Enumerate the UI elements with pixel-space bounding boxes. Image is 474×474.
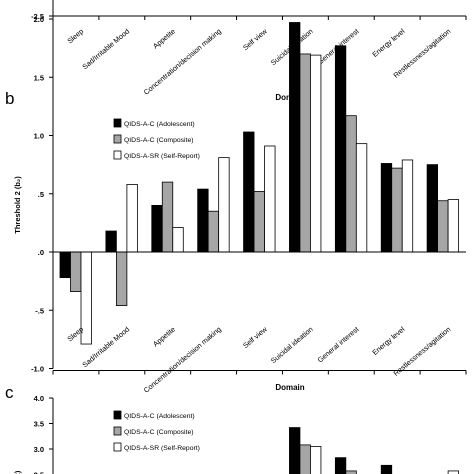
panel-b-category-label: Appetite bbox=[151, 325, 177, 349]
panel-c-bar bbox=[310, 446, 322, 474]
panel-b-y-tick-label: 2.0 bbox=[34, 15, 44, 24]
panel-b-bar bbox=[197, 188, 209, 253]
panel-b-bar bbox=[345, 115, 357, 253]
panel-c-bar bbox=[334, 457, 347, 474]
panel-c-bar bbox=[380, 464, 393, 474]
panel-c-legend-label: QIDS-A-C (Adolescent) bbox=[124, 413, 195, 420]
panel-b-y-tick-label: -.5 bbox=[35, 306, 44, 315]
panel-b-bar bbox=[264, 145, 276, 253]
panel-b-legend-swatch bbox=[113, 150, 122, 160]
panel-b-bar bbox=[289, 22, 301, 253]
panel-b-bar bbox=[334, 45, 347, 253]
panel-c-y-tick-label: 2.5 bbox=[34, 471, 44, 474]
panel-b-y-tick-label: 1.0 bbox=[34, 132, 44, 141]
panel-b-x-axis-title: Domain bbox=[275, 383, 304, 392]
panel-b-bar bbox=[401, 159, 414, 253]
panel-c-bar bbox=[447, 470, 460, 474]
panel-c-bar bbox=[299, 444, 311, 474]
panel-a-category-label: Sad/Irritable Mood bbox=[80, 27, 131, 72]
panel-c-y-tick-label: 3.5 bbox=[34, 420, 44, 429]
panel-b-bar bbox=[161, 181, 174, 253]
panel-a-category-label: Self view bbox=[241, 26, 269, 52]
panel-c-bar bbox=[345, 470, 357, 474]
panel-c-legend-swatch bbox=[113, 410, 122, 420]
panel-c-legend-label: QIDS-A-C (Composite) bbox=[124, 429, 194, 436]
panel-a-category-label: Appetite bbox=[151, 27, 177, 51]
panel-b-category-label: Suicidal ideation bbox=[269, 325, 315, 366]
panel-b-bar bbox=[310, 54, 322, 253]
panel-b-bar bbox=[437, 200, 449, 253]
panel-b-y-tick-label: .5 bbox=[38, 190, 44, 199]
panel-b-legend-swatch bbox=[113, 118, 122, 128]
panel-c-bar bbox=[289, 427, 301, 474]
panel-b-bar bbox=[218, 157, 230, 253]
panel-c-y-tick-label: 3.0 bbox=[34, 445, 44, 454]
panel-c-y-axis-title-fragment: 2) bbox=[13, 470, 22, 474]
panel-b-bar bbox=[426, 164, 439, 253]
panel-b-bar bbox=[126, 184, 138, 253]
panel-b-bar bbox=[380, 163, 393, 253]
panel-c-legend-swatch bbox=[113, 442, 122, 452]
panel-c-legend-swatch bbox=[113, 426, 122, 436]
panel-c-y-tick-label: 4.0 bbox=[34, 394, 44, 403]
panel-b-bar bbox=[105, 230, 117, 253]
panel-b-bar bbox=[172, 227, 184, 253]
panel-b-bar bbox=[151, 204, 163, 253]
panel-b-bar bbox=[115, 251, 128, 306]
panel-a-tick-label: -2.5 bbox=[31, 12, 44, 21]
panel-b-category-label: Self view bbox=[241, 324, 269, 350]
panel-b-category-label: Concentration/decision making bbox=[142, 325, 223, 395]
panel-a-category-label: Sleep bbox=[65, 27, 85, 46]
panel-b-bar bbox=[447, 199, 460, 253]
panel-b-bar bbox=[70, 251, 82, 293]
panel-c-legend-label: QIDS-A-SR (Self-Report) bbox=[124, 445, 200, 452]
panel-b-bar bbox=[243, 131, 255, 253]
panel-b-category-label: General interest bbox=[316, 325, 361, 365]
panel-b-y-tick-label: -1.0 bbox=[31, 365, 44, 374]
panel-b-y-tick-label: .0 bbox=[38, 248, 44, 257]
panel-c-letter: c bbox=[5, 383, 14, 402]
panel-b-legend-label: QIDS-A-C (Composite) bbox=[124, 137, 194, 144]
panel-b-letter: b bbox=[5, 89, 14, 108]
panel-b-bar bbox=[207, 210, 220, 253]
panel-b-y-axis-title: Threshold 2 (b₂) bbox=[13, 176, 22, 234]
panel-b-legend-label: QIDS-A-C (Adolescent) bbox=[124, 121, 195, 128]
panel-b-bar bbox=[299, 53, 311, 253]
panel-a-category-label: Energy level bbox=[370, 26, 406, 59]
panel-b-bar bbox=[253, 191, 265, 253]
panel-a-category-label: Concentration/decision making bbox=[142, 27, 223, 97]
panel-b-legend-label: QIDS-A-SR (Self-Report) bbox=[124, 153, 200, 160]
panel-b-bar bbox=[59, 251, 71, 279]
panel-b-y-tick-label: 1.5 bbox=[34, 73, 44, 82]
panel-b-bar bbox=[355, 143, 368, 253]
panel-b-category-label: Energy level bbox=[370, 324, 406, 357]
panel-b-legend-swatch bbox=[113, 134, 122, 144]
panel-b-bar bbox=[391, 167, 403, 253]
